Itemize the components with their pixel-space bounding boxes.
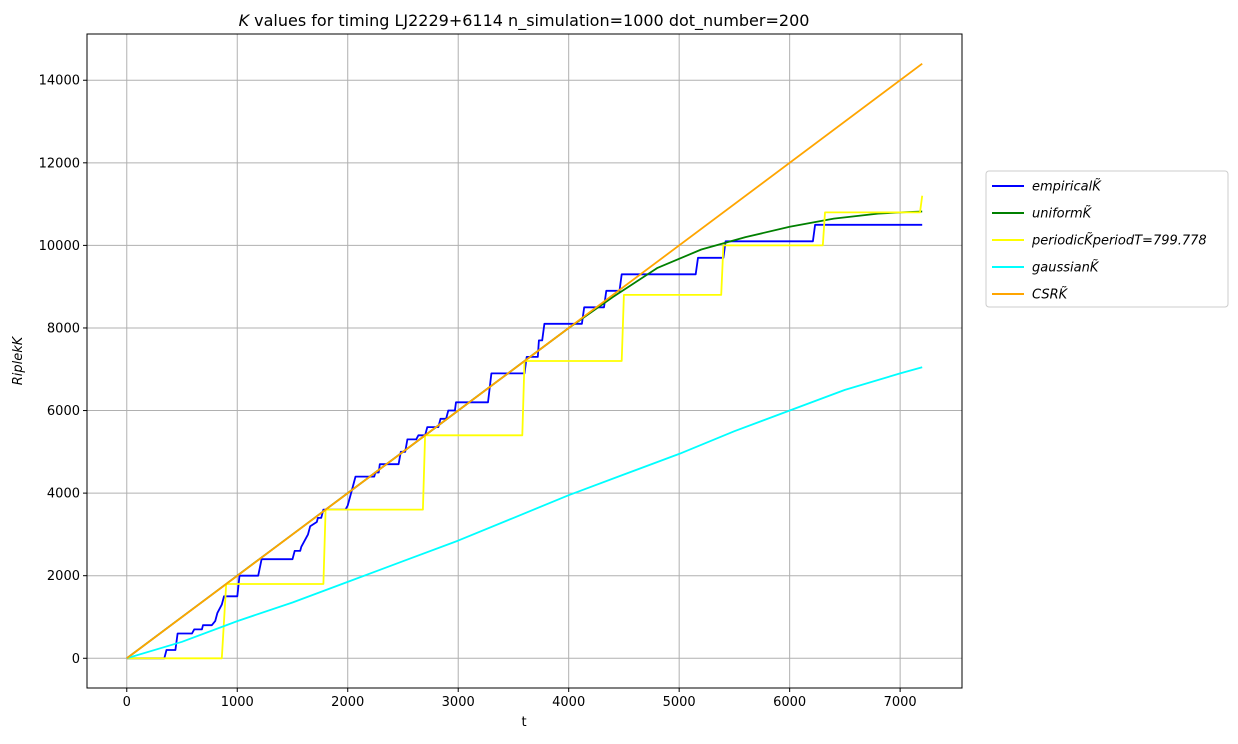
y-tick-label: 2000 xyxy=(47,569,80,584)
series-lines xyxy=(126,62,924,660)
y-axis-label: RiplekK xyxy=(11,335,26,385)
legend-label: periodicK̃periodT=799.778 xyxy=(1031,233,1207,248)
legend-box xyxy=(985,170,1229,308)
legend-label: gaussianK̃ xyxy=(1032,260,1100,275)
x-tick-label: 3000 xyxy=(442,695,475,710)
x-tick-label: 5000 xyxy=(663,695,696,710)
chart-title: K values for timing LJ2229+6114 n_simula… xyxy=(239,11,810,31)
legend-label: empiricalK̃ xyxy=(1032,179,1102,194)
x-tick-label: 1000 xyxy=(221,695,254,710)
series-line-uniformk xyxy=(126,210,923,660)
plot-frame xyxy=(86,33,963,689)
y-tick-label: 14000 xyxy=(39,74,80,89)
legend: empiricalK̃ uniformK̃ periodicK̃periodT=79… xyxy=(985,170,1229,308)
y-tick-label: 12000 xyxy=(39,156,80,171)
y-tick-label: 4000 xyxy=(47,487,80,502)
series-line-gaussiank xyxy=(126,366,923,660)
series-line-csrk xyxy=(126,62,923,660)
x-tick-label: 4000 xyxy=(552,695,585,710)
y-tick-label: 8000 xyxy=(47,321,80,336)
x-tick-label: 7000 xyxy=(884,695,917,710)
legend-label: uniformK̃ xyxy=(1032,206,1093,221)
legend-label: CSRK̃ xyxy=(1032,287,1069,302)
series-line-periodickperiodt xyxy=(126,195,924,660)
axis-ticks: 0 1000 2000 3000 4000 5000 6000 7000 0 2000 4000 60… xyxy=(39,74,917,710)
x-tick-label: 0 xyxy=(123,695,131,710)
y-tick-label: 6000 xyxy=(47,404,80,419)
x-tick-label: 6000 xyxy=(773,695,806,710)
x-tick-label: 2000 xyxy=(331,695,364,710)
series-line-empiricalk xyxy=(126,223,923,660)
y-tick-label: 0 xyxy=(72,652,80,667)
y-tick-label: 10000 xyxy=(39,239,80,254)
x-axis-label: t xyxy=(521,715,526,730)
